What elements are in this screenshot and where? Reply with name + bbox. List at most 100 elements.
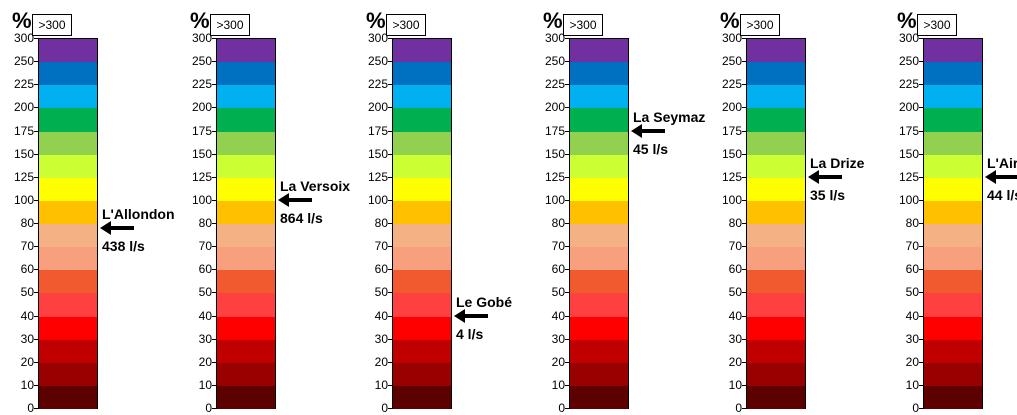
color-band <box>393 85 451 110</box>
tick-label: 150 <box>721 146 742 161</box>
tick-mark <box>34 246 38 248</box>
color-band <box>393 293 451 318</box>
color-band <box>924 177 982 202</box>
tick-mark <box>919 315 923 317</box>
color-band <box>393 224 451 249</box>
tick-mark <box>388 107 392 109</box>
tick-label: 225 <box>898 77 919 92</box>
tick-label: 175 <box>544 123 565 138</box>
color-band <box>747 362 805 387</box>
color-band <box>747 247 805 272</box>
color-band <box>39 108 97 133</box>
color-band <box>924 362 982 387</box>
tick-label: 40 <box>198 308 212 323</box>
tick-mark <box>742 153 746 155</box>
tick-mark <box>212 246 216 248</box>
tick-mark <box>212 361 216 363</box>
tick-mark <box>565 61 569 63</box>
tick-label: 60 <box>374 262 388 277</box>
tick-label: 250 <box>721 54 742 69</box>
color-band <box>39 200 97 225</box>
color-band <box>39 39 97 64</box>
tick-label: 100 <box>898 192 919 207</box>
tick-label: 40 <box>374 308 388 323</box>
tick-label: 50 <box>551 285 565 300</box>
tick-mark <box>742 199 746 201</box>
tick-label: 70 <box>551 239 565 254</box>
tick-label: 250 <box>191 54 212 69</box>
tick-label: 50 <box>374 285 388 300</box>
tick-mark <box>742 315 746 317</box>
tick-mark <box>919 223 923 224</box>
tick-label: 175 <box>898 123 919 138</box>
tick-mark <box>34 361 38 363</box>
tick-mark <box>388 153 392 155</box>
flow-value: 864 l/s <box>280 209 323 226</box>
tick-label: 200 <box>721 100 742 115</box>
tick-mark <box>742 38 746 39</box>
tick-mark <box>388 130 392 132</box>
tick-mark <box>34 38 38 39</box>
tick-mark <box>34 84 38 86</box>
color-band <box>570 270 628 295</box>
tick-labels: 300 250 225 200 175 150 125 100 80 70 60 50 40 30 20 10… <box>897 0 919 414</box>
flow-value: 35 l/s <box>810 186 846 203</box>
station-name: La Seymaz <box>633 108 706 125</box>
tick-label: 10 <box>20 377 34 392</box>
tick-label: 40 <box>20 308 34 323</box>
tick-mark <box>565 223 569 224</box>
tick-label: 0 <box>381 401 388 415</box>
color-band <box>924 200 982 225</box>
gauge-5: % >300 300 250 225 200 175 150 125 100 80 70 60 50 40 3… <box>897 0 1017 414</box>
tick-mark <box>34 199 38 201</box>
tick-label: 150 <box>367 146 388 161</box>
color-band <box>39 131 97 156</box>
color-band <box>747 200 805 225</box>
color-band <box>924 339 982 364</box>
tick-mark <box>919 361 923 363</box>
tick-label: 80 <box>551 216 565 230</box>
tick-mark <box>565 84 569 86</box>
tick-labels: 300 250 225 200 175 150 125 100 80 70 60 50 40 30 20 10… <box>720 0 742 414</box>
tick-label: 40 <box>905 308 919 323</box>
color-band <box>39 385 97 409</box>
color-band <box>393 200 451 225</box>
color-band <box>217 247 275 272</box>
station-name: L'Aire <box>987 154 1017 171</box>
tick-label: 70 <box>728 239 742 254</box>
tick-label: 100 <box>13 192 34 207</box>
tick-label: 150 <box>544 146 565 161</box>
percent-label: % <box>12 8 32 33</box>
tick-label: 10 <box>198 377 212 392</box>
tick-mark <box>742 246 746 248</box>
tick-mark <box>742 292 746 294</box>
tick-label: 250 <box>13 54 34 69</box>
color-band <box>747 339 805 364</box>
tick-mark <box>212 292 216 294</box>
gauge-4: % >300 300 250 225 200 175 150 125 100 80 70 60 50 40 3… <box>720 0 890 414</box>
color-band <box>747 62 805 87</box>
tick-label: 225 <box>367 77 388 92</box>
tick-label: 100 <box>191 192 212 207</box>
tick-label: 225 <box>721 77 742 92</box>
color-band <box>39 62 97 87</box>
tick-mark <box>919 384 923 386</box>
color-band <box>924 108 982 133</box>
tick-label: 200 <box>898 100 919 115</box>
tick-mark <box>565 199 569 201</box>
tick-labels: 300 250 225 200 175 150 125 100 80 70 60 50 40 30 20 10… <box>12 0 34 414</box>
tick-label: 60 <box>20 262 34 277</box>
color-band <box>217 385 275 409</box>
tick-mark <box>565 361 569 363</box>
color-band <box>747 385 805 409</box>
tick-mark <box>34 315 38 317</box>
tick-label: 50 <box>20 285 34 300</box>
tick-mark <box>388 61 392 63</box>
tick-mark <box>742 130 746 132</box>
tick-label: 250 <box>544 54 565 69</box>
tick-mark <box>919 84 923 86</box>
tick-label: 60 <box>198 262 212 277</box>
left-arrow-icon <box>808 169 842 184</box>
color-band <box>747 224 805 249</box>
tick-mark <box>388 199 392 201</box>
